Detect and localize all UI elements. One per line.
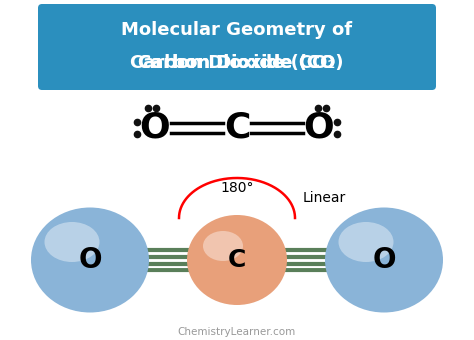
Text: O: O (78, 246, 102, 274)
Ellipse shape (338, 222, 393, 262)
Ellipse shape (325, 207, 443, 312)
Text: C: C (228, 248, 246, 272)
FancyBboxPatch shape (38, 4, 436, 90)
Text: Carbon Dioxide (CO₂): Carbon Dioxide (CO₂) (130, 54, 344, 72)
Text: Carbon Dioxide (CO: Carbon Dioxide (CO (138, 54, 336, 72)
Text: Molecular Geometry of: Molecular Geometry of (121, 21, 353, 39)
Ellipse shape (187, 215, 287, 305)
Ellipse shape (203, 231, 243, 261)
Text: 180°: 180° (220, 181, 254, 195)
Ellipse shape (31, 207, 149, 312)
Ellipse shape (45, 222, 100, 262)
Text: O: O (304, 111, 334, 145)
Text: Linear: Linear (303, 191, 346, 205)
Text: O: O (372, 246, 396, 274)
Text: O: O (140, 111, 170, 145)
Text: C: C (224, 111, 250, 145)
Text: ChemistryLearner.com: ChemistryLearner.com (178, 327, 296, 337)
Text: Carbon Dioxide (CO: Carbon Dioxide (CO (138, 54, 336, 72)
